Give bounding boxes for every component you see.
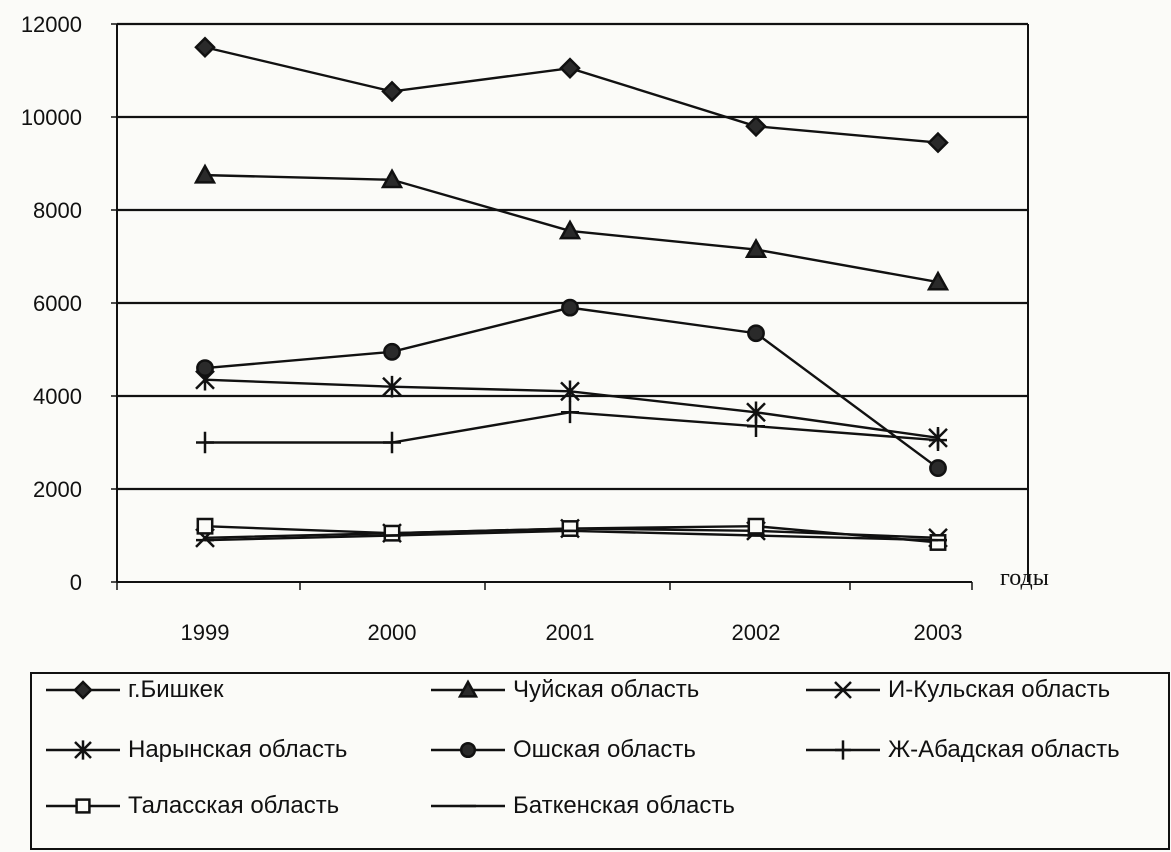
data-point <box>747 415 765 438</box>
legend-swatch <box>431 804 505 808</box>
x-tick-label: 2003 <box>914 620 963 645</box>
data-point <box>73 680 93 700</box>
series-line <box>205 411 939 444</box>
y-tick-label: 6000 <box>33 291 82 316</box>
series-1 <box>193 163 950 291</box>
data-point <box>835 740 851 760</box>
data-point <box>383 431 401 454</box>
data-point <box>194 36 216 59</box>
data-point <box>383 524 401 542</box>
data-point <box>381 80 403 103</box>
x-tick-label: 2000 <box>368 620 417 645</box>
legend-swatch <box>46 798 120 814</box>
data-point <box>561 401 579 424</box>
series-0 <box>194 36 949 154</box>
data-point <box>196 517 214 535</box>
data-point <box>561 520 579 537</box>
data-point <box>74 740 92 760</box>
series-3 <box>195 368 948 449</box>
data-point <box>383 342 401 361</box>
data-point <box>926 270 950 291</box>
legend-label: Нарынская область <box>128 736 348 763</box>
data-point <box>196 359 214 378</box>
line-chart: 0 2000 4000 6000 8000 10000 12000 1999 2000 2001… <box>21 12 1049 645</box>
data-point <box>558 219 582 240</box>
legend-swatch <box>431 741 505 759</box>
legend-item: Чуйская область <box>427 670 699 710</box>
data-point <box>747 517 765 535</box>
legend-item: Баткенская область <box>427 786 735 826</box>
legend-swatch <box>431 679 505 698</box>
x-tick-label: 2001 <box>546 620 595 645</box>
data-point <box>561 298 579 317</box>
series-5 <box>196 401 947 454</box>
legend-label: г.Бишкек <box>128 676 224 703</box>
series-line <box>204 306 939 470</box>
series-7 <box>196 529 947 542</box>
data-point <box>747 324 765 343</box>
x-tick-label: 2002 <box>732 620 781 645</box>
legend-swatch <box>46 680 120 700</box>
y-axis-ticks: 0 2000 4000 6000 8000 10000 12000 <box>21 12 117 595</box>
y-tick-label: 4000 <box>33 384 82 409</box>
data-point <box>380 168 404 189</box>
series-layer <box>193 36 950 551</box>
legend-label: Ошская область <box>513 736 696 763</box>
legend-item: Ж-Абадская область <box>802 730 1120 770</box>
legend-item: И-Кульская область <box>802 670 1110 710</box>
data-point <box>929 459 947 477</box>
legend-item: г.Бишкек <box>42 670 224 710</box>
y-tick-label: 0 <box>70 570 82 595</box>
data-point <box>196 431 214 454</box>
data-point <box>927 131 949 154</box>
legend: г.Бишкек Чуйская область И-Кульская област… <box>30 672 1170 850</box>
data-point <box>382 375 402 398</box>
series-4 <box>196 298 947 477</box>
y-tick-label: 12000 <box>21 12 82 37</box>
legend-item: Ошская область <box>427 730 696 770</box>
data-point <box>560 380 580 403</box>
legend-swatch <box>46 740 120 760</box>
legend-label: И-Кульская область <box>888 676 1111 703</box>
legend-item: Нарынская область <box>42 730 347 770</box>
legend-label: Ж-Абадская область <box>888 736 1120 763</box>
legend-item: Таласская область <box>42 786 339 826</box>
x-axis-ticks: 1999 2000 2001 2002 2003 <box>116 582 973 645</box>
legend-swatch <box>806 681 880 699</box>
y-tick-label: 2000 <box>33 477 82 502</box>
legend-label: Баткенская область <box>513 792 735 819</box>
data-point <box>929 429 947 451</box>
y-tick-label: 10000 <box>21 105 82 130</box>
x-tick-label: 1999 <box>181 620 230 645</box>
data-point <box>745 115 767 138</box>
data-point <box>193 163 217 184</box>
y-tick-label: 8000 <box>33 198 82 223</box>
data-point <box>457 679 479 698</box>
legend-swatch <box>806 740 880 760</box>
data-point <box>459 741 477 759</box>
data-point <box>744 237 768 258</box>
data-point <box>75 798 91 814</box>
legend-label: Таласская область <box>128 792 340 819</box>
data-point <box>929 534 947 551</box>
data-point <box>834 681 852 699</box>
x-axis-label: годы <box>1000 565 1049 591</box>
data-point <box>559 57 581 79</box>
legend-label: Чуйская область <box>513 676 700 703</box>
